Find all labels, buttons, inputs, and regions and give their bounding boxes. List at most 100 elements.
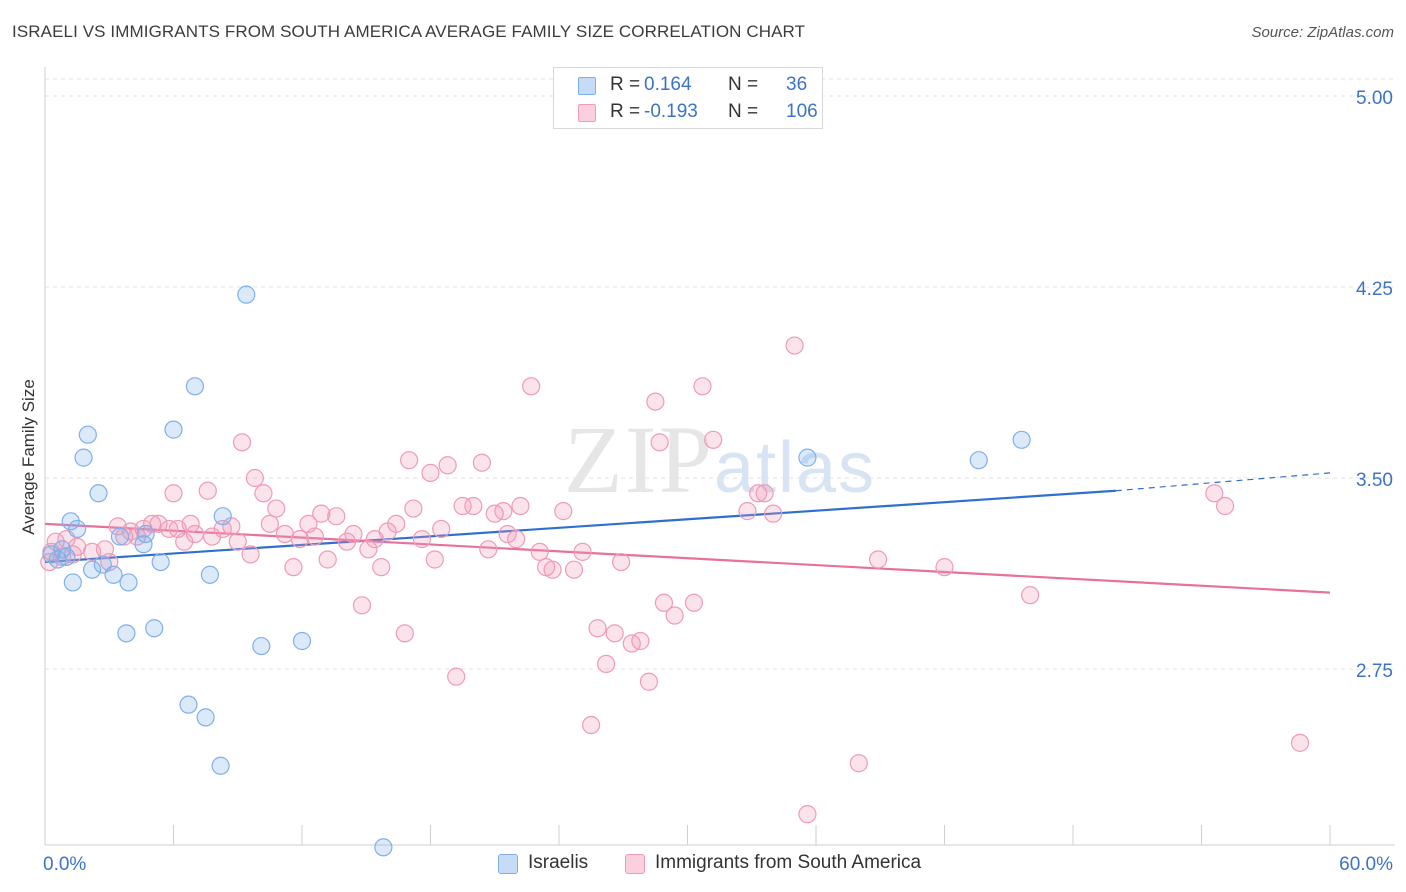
chart-source: Source: ZipAtlas.com xyxy=(1251,24,1394,41)
legend-swatch-immigrants xyxy=(578,104,596,122)
legend-swatch-israelis xyxy=(498,854,518,874)
point-immigrants xyxy=(284,558,303,577)
point-immigrants xyxy=(543,560,562,579)
point-immigrants xyxy=(498,524,517,544)
n-label: N = xyxy=(728,74,759,95)
point-israelis xyxy=(969,451,988,470)
point-immigrants xyxy=(260,514,279,533)
point-israelis xyxy=(74,448,93,467)
point-immigrants xyxy=(869,550,888,569)
point-israelis xyxy=(213,507,232,526)
point-immigrants xyxy=(573,542,592,561)
point-israelis xyxy=(151,552,170,572)
point-israelis xyxy=(211,756,230,775)
point-immigrants xyxy=(181,514,200,533)
point-immigrants xyxy=(639,672,659,691)
point-israelis xyxy=(798,448,817,467)
correlation-legend: R = 0.164 N = 36 R = -0.193 N = 106 xyxy=(553,67,823,129)
point-immigrants xyxy=(530,542,549,561)
point-immigrants xyxy=(337,532,357,551)
point-israelis xyxy=(119,573,138,592)
trend-lines xyxy=(44,472,1331,594)
point-immigrants xyxy=(798,805,817,824)
x-tick-label-min: 0.0% xyxy=(43,854,86,875)
point-immigrants xyxy=(359,540,378,559)
watermark: ZIPatlas xyxy=(564,406,876,513)
point-immigrants xyxy=(305,527,324,546)
r-value: 0.164 xyxy=(644,74,692,95)
point-immigrants xyxy=(494,502,513,521)
point-immigrants xyxy=(522,377,541,396)
point-israelis xyxy=(104,565,123,584)
point-immigrants xyxy=(1021,586,1040,605)
point-immigrants xyxy=(749,484,768,503)
point-immigrants xyxy=(511,496,530,516)
point-immigrants xyxy=(395,624,414,643)
point-immigrants xyxy=(564,560,584,579)
point-israelis xyxy=(292,631,312,651)
trend-line-immigrants xyxy=(44,522,1331,594)
point-israelis xyxy=(68,519,87,539)
point-immigrants xyxy=(149,514,168,533)
n-label: N = xyxy=(728,101,759,122)
point-immigrants xyxy=(447,667,466,686)
point-immigrants xyxy=(228,532,247,551)
r-value: -0.193 xyxy=(644,101,698,122)
y-tick-label: 4.25 xyxy=(1356,279,1393,300)
point-immigrants xyxy=(597,654,616,674)
point-immigrants xyxy=(267,499,286,518)
point-immigrants xyxy=(254,484,273,503)
legend-swatch-israelis xyxy=(578,77,596,95)
point-immigrants xyxy=(755,484,774,503)
point-immigrants xyxy=(1290,733,1310,752)
point-immigrants xyxy=(704,430,723,449)
point-immigrants xyxy=(142,514,162,533)
point-immigrants xyxy=(849,754,868,773)
point-immigrants xyxy=(464,496,483,516)
point-immigrants xyxy=(1215,496,1235,516)
point-israelis xyxy=(237,285,256,304)
point-immigrants xyxy=(935,558,954,577)
point-immigrants xyxy=(312,504,331,523)
point-immigrants xyxy=(631,631,650,651)
point-immigrants xyxy=(164,484,183,503)
legend-label-immigrants: Immigrants from South America xyxy=(655,852,922,873)
point-immigrants xyxy=(612,552,631,572)
point-israelis xyxy=(57,547,76,567)
point-immigrants xyxy=(372,558,391,577)
point-israelis xyxy=(374,838,393,857)
point-immigrants xyxy=(588,619,607,638)
point-immigrants xyxy=(684,593,704,612)
point-israelis xyxy=(89,484,108,503)
trend-line-israelis-extension xyxy=(1115,472,1331,492)
r-label: R = xyxy=(610,74,641,95)
points-israelis xyxy=(42,285,1031,857)
point-immigrants xyxy=(421,463,440,483)
point-immigrants xyxy=(654,593,674,612)
point-israelis xyxy=(78,425,97,444)
n-value: 106 xyxy=(786,101,818,122)
point-israelis xyxy=(145,619,164,638)
watermark-atlas: atlas xyxy=(714,428,876,508)
point-immigrants xyxy=(605,624,624,643)
point-immigrants xyxy=(344,524,363,544)
point-immigrants xyxy=(318,550,337,569)
point-immigrants xyxy=(453,496,472,516)
point-immigrants xyxy=(554,502,573,521)
point-immigrants xyxy=(404,499,423,518)
point-israelis xyxy=(63,573,82,592)
legend-swatch-immigrants xyxy=(625,854,645,874)
point-israelis xyxy=(164,420,183,439)
grid-lines xyxy=(45,78,1395,670)
point-immigrants xyxy=(432,519,451,539)
point-israelis xyxy=(61,512,80,531)
series-legend: Israelis Immigrants from South America xyxy=(0,852,1406,878)
y-tick-label: 5.00 xyxy=(1356,88,1393,109)
point-immigrants xyxy=(650,433,669,452)
point-immigrants xyxy=(425,550,444,569)
point-immigrants xyxy=(582,715,601,735)
point-israelis xyxy=(179,695,198,714)
point-immigrants xyxy=(438,456,457,475)
chart-title: ISRAELI VS IMMIGRANTS FROM SOUTH AMERICA… xyxy=(12,22,806,41)
